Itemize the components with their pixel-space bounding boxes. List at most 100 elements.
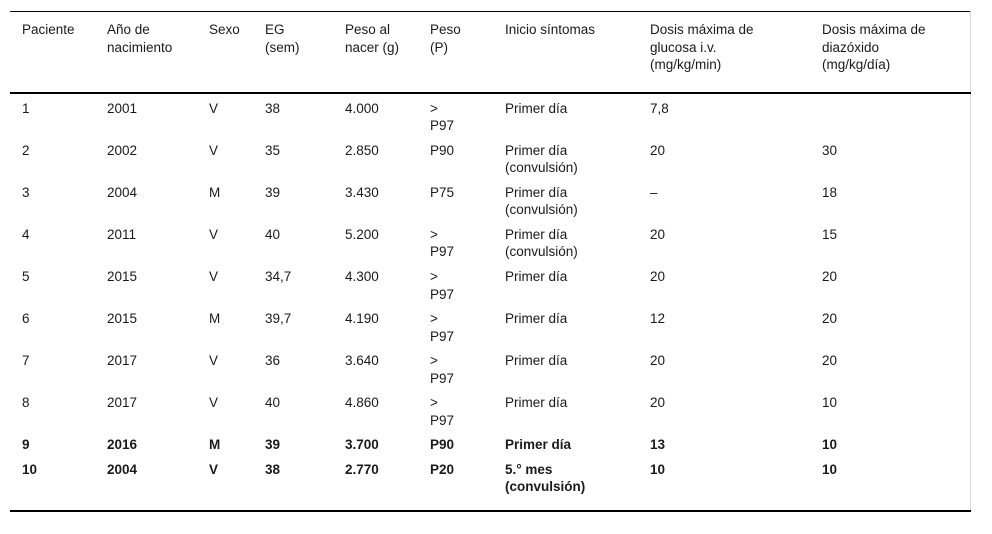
cell-row1-col5: > P97: [430, 100, 455, 134]
cell-row1-col8: [810, 93, 970, 139]
cell-row3-col6: Primer día (convulsión): [505, 184, 578, 218]
cell-row6-col6: Primer día: [505, 311, 568, 327]
cell-row10-col2: V: [209, 461, 219, 477]
cell-row9-col4: 3.700: [345, 437, 379, 453]
cell-row7-col4: 3.640: [345, 353, 379, 369]
table-row-2: 2 2002 V 35 2.850 P90 Primer día (convulsión) 2…: [10, 139, 970, 181]
table-row-8: 8 2017 V 40 4.860 > P97 Primer día 20 10: [10, 391, 970, 433]
cell-row1-col6: Primer día: [505, 100, 568, 116]
cell-row4-col2: V: [209, 226, 219, 242]
cell-row8-col3: 40: [265, 395, 281, 411]
cell-row5-col2: V: [209, 269, 219, 285]
cell-row10-col5: P20: [430, 461, 455, 477]
cell-row2-col1: 2002: [107, 142, 138, 158]
cell-row5-col0: 5: [22, 269, 30, 285]
cell-row2-col8: 30: [822, 142, 838, 158]
cell-row4-col0: 4: [22, 226, 30, 242]
cell-row7-col1: 2017: [107, 353, 138, 369]
patients-table: Paciente Año de nacimiento Sexo EG (sem)…: [10, 11, 971, 513]
cell-row5-col1: 2015: [107, 269, 138, 285]
table-row-1: 1 2001 V 38 4.000 > P97 Primer día 7,8: [10, 93, 970, 139]
cell-row4-col6: Primer día (convulsión): [505, 226, 578, 260]
cell-row5-col8: 20: [822, 269, 838, 285]
cell-row9-col8: 10: [822, 437, 838, 453]
col-header-dosis-glucosa: Dosis máxima de glucosa i.v. (mg/kg/min): [638, 11, 810, 94]
cell-row2-col6: Primer día (convulsión): [505, 142, 578, 176]
cell-row8-col2: V: [209, 395, 219, 411]
cell-row2-col7: 20: [650, 142, 666, 158]
cell-row6-col1: 2015: [107, 311, 138, 327]
cell-row7-col7: 20: [650, 353, 666, 369]
cell-row5-col5: > P97: [430, 269, 455, 302]
cell-row1-col2: V: [209, 100, 219, 116]
cell-row10-col0: 10: [22, 461, 38, 477]
table-container: Paciente Año de nacimiento Sexo EG (sem)…: [10, 11, 971, 513]
cell-row1-col3: 38: [265, 100, 281, 116]
table-row-10: 10 2004 V 38 2.770 P20 5.° mes (convulsión) 10 1…: [10, 458, 970, 511]
table-row-7: 7 2017 V 36 3.640 > P97 Primer día 20 20: [10, 349, 970, 391]
cell-row9-col0: 9: [22, 437, 30, 453]
cell-row2-col0: 2: [22, 142, 30, 158]
cell-row7-col8: 20: [822, 353, 838, 369]
cell-row4-col5: > P97: [430, 226, 455, 260]
cell-row1-col0: 1: [22, 100, 30, 116]
cell-row4-col8: 15: [822, 226, 838, 242]
cell-row8-col1: 2017: [107, 395, 138, 411]
cell-row9-col6: Primer día: [505, 437, 572, 453]
col-header-peso-nacer: Peso al nacer (g): [333, 11, 418, 94]
cell-row4-col4: 5.200: [345, 226, 379, 242]
col-header-ano-nacimiento: Año de nacimiento: [95, 11, 197, 94]
table-row-3: 3 2004 M 39 3.430 P75 Primer día (convulsión) –…: [10, 181, 970, 223]
cell-row2-col4: 2.850: [345, 142, 379, 158]
table-row-4: 4 2011 V 40 5.200 > P97 Primer día (convulsión…: [10, 223, 970, 265]
cell-row10-col8: 10: [822, 461, 838, 477]
cell-row4-col7: 20: [650, 226, 666, 242]
cell-row8-col4: 4.860: [345, 395, 379, 411]
header-row: Paciente Año de nacimiento Sexo EG (sem)…: [10, 11, 970, 94]
cell-row1-col7: 7,8: [650, 100, 669, 116]
cell-row6-col8: 20: [822, 311, 838, 327]
cell-row6-col5: > P97: [430, 311, 455, 344]
cell-row6-col2: M: [209, 311, 221, 327]
cell-row8-col5: > P97: [430, 395, 455, 428]
table-row-6: 6 2015 M 39,7 4.190 > P97 Primer día 12 20: [10, 307, 970, 349]
cell-row4-col3: 40: [265, 226, 281, 242]
cell-row10-col1: 2004: [107, 461, 138, 477]
cell-row3-col7: –: [650, 184, 658, 200]
cell-row3-col5: P75: [430, 184, 455, 200]
cell-row1-col1: 2001: [107, 100, 138, 116]
cell-row3-col3: 39: [265, 184, 281, 200]
cell-row6-col7: 12: [650, 311, 666, 327]
cell-row7-col0: 7: [22, 353, 30, 369]
cell-row3-col4: 3.430: [345, 184, 379, 200]
cell-row10-col3: 38: [265, 461, 281, 477]
cell-row8-col7: 20: [650, 395, 666, 411]
col-header-dosis-diazoxido: Dosis máxima de diazóxido (mg/kg/día): [810, 11, 970, 94]
cell-row9-col7: 13: [650, 437, 666, 453]
cell-row9-col3: 39: [265, 437, 281, 453]
cell-row7-col5: > P97: [430, 353, 455, 386]
cell-row3-col1: 2004: [107, 184, 138, 200]
cell-row3-col8: 18: [822, 184, 838, 200]
cell-row8-col8: 10: [822, 395, 838, 411]
cell-row9-col2: M: [209, 437, 221, 453]
col-header-peso-p: Peso (P): [418, 11, 493, 94]
cell-row8-col6: Primer día: [505, 395, 568, 411]
cell-row10-col4: 2.770: [345, 461, 379, 477]
cell-row1-col4: 4.000: [345, 100, 379, 116]
cell-row9-col1: 2016: [107, 437, 138, 453]
cell-row10-col6: 5.° mes (convulsión): [505, 461, 586, 495]
cell-row6-col0: 6: [22, 311, 30, 327]
cell-row7-col6: Primer día: [505, 353, 568, 369]
cell-row7-col3: 36: [265, 353, 281, 369]
cell-row7-col2: V: [209, 353, 219, 369]
table-row-5: 5 2015 V 34,7 4.300 > P97 Primer día 20 20: [10, 265, 970, 307]
cell-row3-col0: 3: [22, 184, 30, 200]
cell-row8-col0: 8: [22, 395, 30, 411]
cell-row2-col5: P90: [430, 142, 455, 158]
col-header-inicio-sintomas: Inicio síntomas: [493, 11, 638, 94]
cell-row5-col3: 34,7: [265, 269, 292, 285]
cell-row6-col3: 39,7: [265, 311, 292, 327]
table-row-9: 9 2016 M 39 3.700 P90 Primer día 13 10: [10, 433, 970, 458]
col-header-eg-sem: EG (sem): [253, 11, 333, 94]
